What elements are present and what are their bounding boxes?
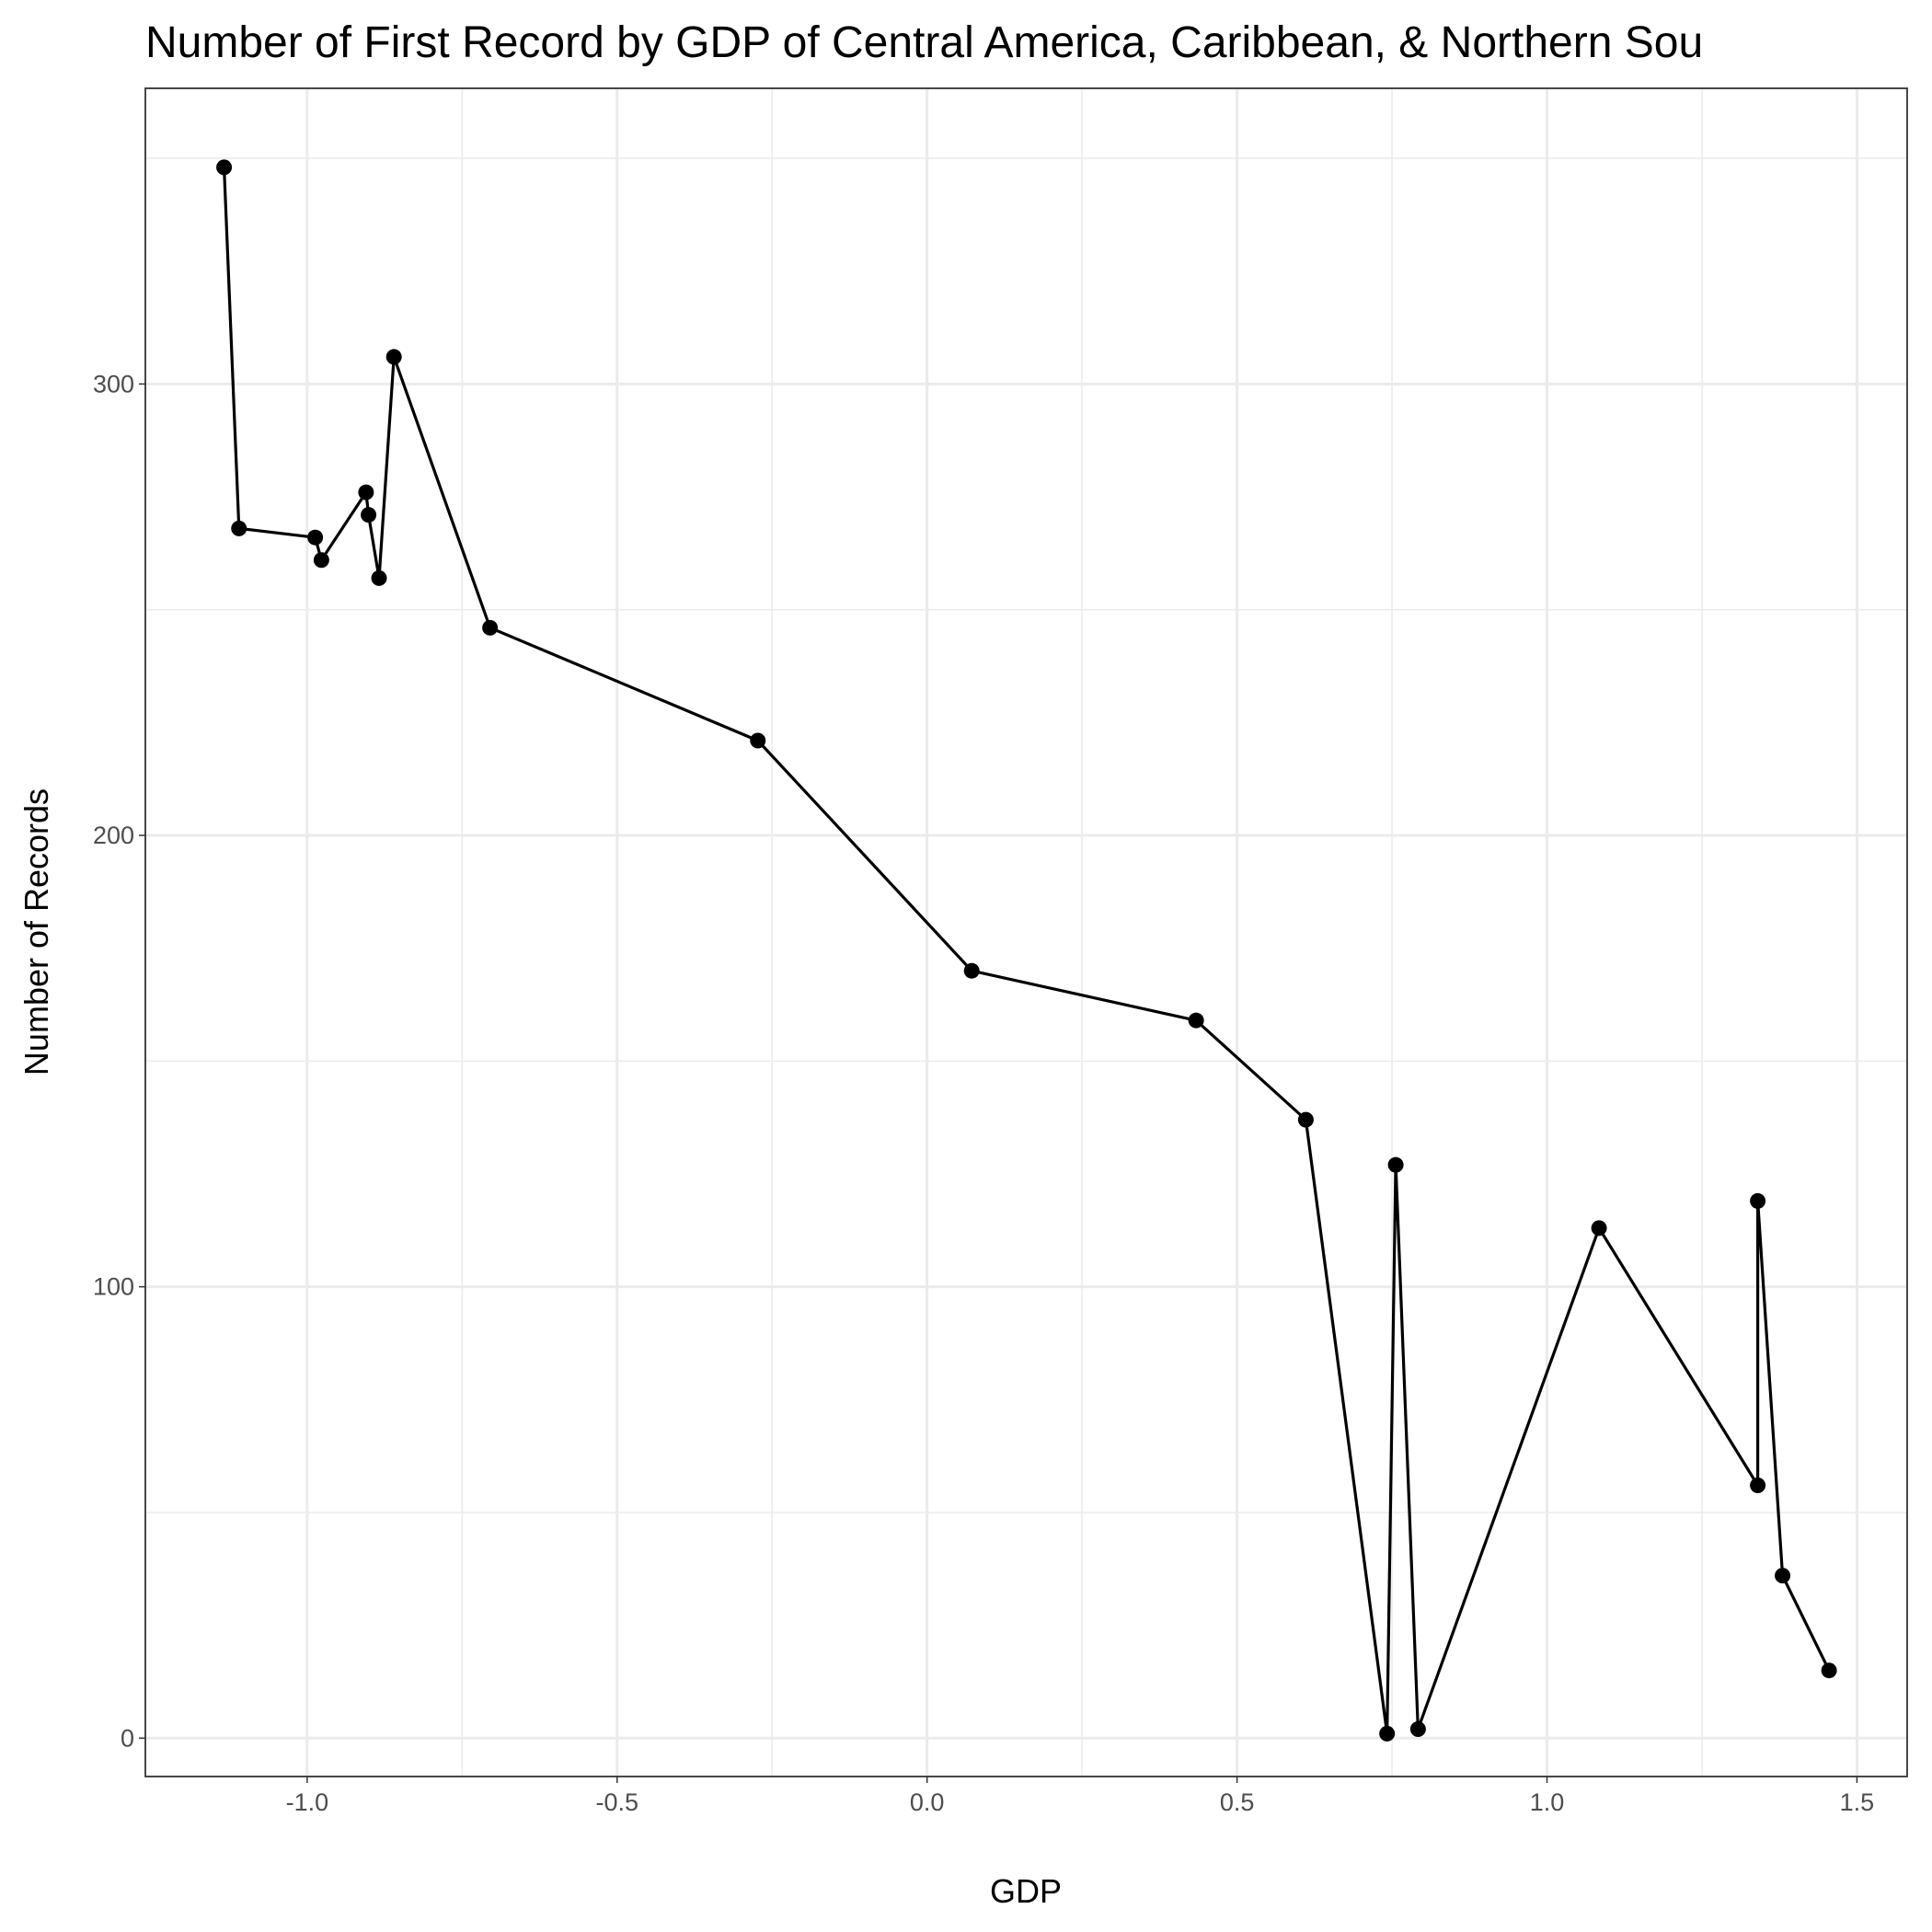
- x-tick-label: -1.0: [286, 1788, 329, 1816]
- data-point: [358, 484, 374, 500]
- data-point: [1409, 1720, 1426, 1737]
- y-tick-label: 0: [121, 1724, 134, 1752]
- x-tick-label: 0.5: [1220, 1788, 1255, 1816]
- data-point: [231, 520, 247, 536]
- data-point: [1750, 1192, 1766, 1209]
- data-point: [1591, 1220, 1607, 1236]
- data-point: [1188, 1012, 1204, 1029]
- x-tick-label: 0.0: [910, 1788, 945, 1816]
- data-line: [222, 167, 1831, 1734]
- data-point: [216, 159, 233, 176]
- data-point: [1387, 1156, 1404, 1173]
- x-tick-label: 1.0: [1530, 1788, 1565, 1816]
- y-tick-label: 300: [93, 370, 134, 397]
- data-point: [1775, 1568, 1791, 1584]
- data-point: [385, 349, 402, 365]
- data-point: [313, 552, 329, 569]
- panel-border: [144, 87, 1908, 1777]
- data-point: [1750, 1478, 1766, 1494]
- data-point: [1379, 1725, 1396, 1742]
- data-point: [371, 569, 387, 586]
- x-axis-title: GDP: [990, 1872, 1062, 1910]
- x-tick-label: -0.5: [596, 1788, 639, 1816]
- data-point: [750, 732, 766, 749]
- data-point: [361, 507, 377, 523]
- data-point: [1821, 1662, 1837, 1679]
- data-point: [963, 962, 980, 979]
- data-point: [482, 619, 499, 636]
- y-tick-label: 200: [93, 822, 134, 849]
- data-point: [1297, 1111, 1314, 1128]
- data-point: [307, 529, 324, 546]
- y-tick-label: 100: [93, 1273, 134, 1301]
- chart-title: Number of First Record by GDP of Central…: [145, 18, 1703, 67]
- x-tick-label: 1.5: [1840, 1788, 1875, 1816]
- y-axis-title: Number of Records: [17, 788, 55, 1075]
